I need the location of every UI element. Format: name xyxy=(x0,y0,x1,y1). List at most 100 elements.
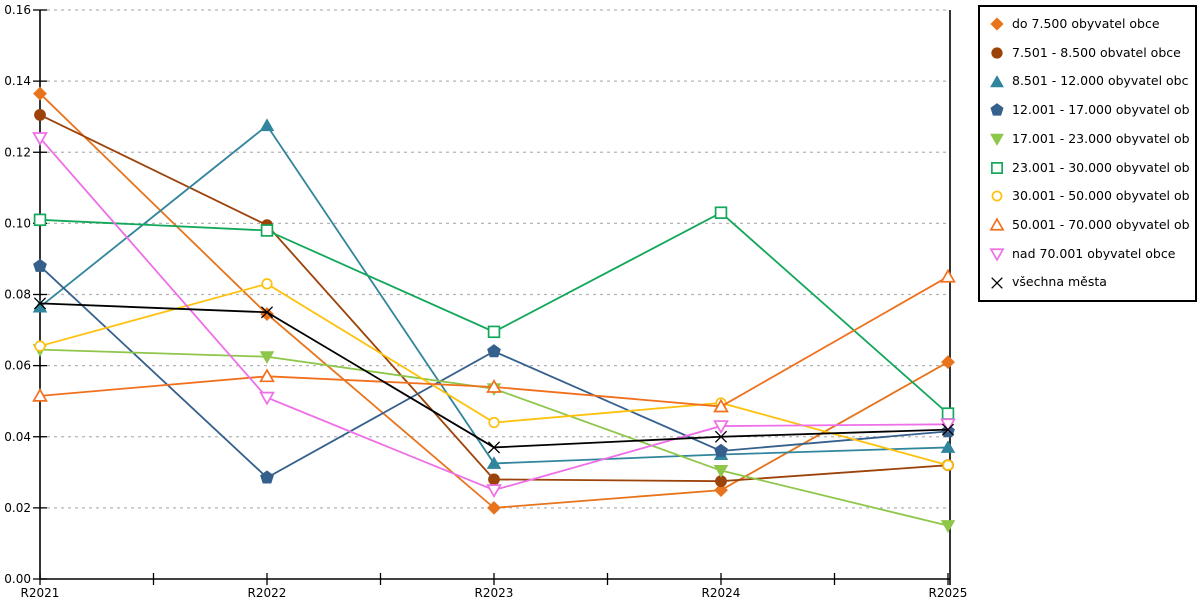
diamond-marker-icon xyxy=(941,355,955,369)
triangle-up-marker-icon xyxy=(989,217,1005,231)
circle-legend-icon xyxy=(991,47,1003,59)
triangle-up-marker-icon xyxy=(940,440,956,453)
diamond-legend-icon xyxy=(990,17,1004,31)
series-line xyxy=(39,265,949,479)
triangle-up-marker-icon xyxy=(486,456,502,469)
legend-item[interactable]: 50.001 - 70.000 obyvatel obc... xyxy=(989,211,1189,240)
x-marker-icon xyxy=(991,276,1003,289)
triangle-down-marker-icon xyxy=(713,465,729,478)
legend-item-label: 30.001 - 50.000 obyvatel obc... xyxy=(1012,190,1189,203)
series-line xyxy=(39,92,949,509)
diamond-marker-icon xyxy=(714,483,728,498)
square-marker-icon xyxy=(941,407,955,420)
pentagon-marker-icon xyxy=(714,443,728,457)
x-marker-icon xyxy=(260,306,274,319)
legend-item[interactable]: do 7.500 obyvatel obce xyxy=(989,10,1189,39)
y-axis-label: 0.08 xyxy=(4,288,31,302)
series-6 xyxy=(34,278,954,471)
legend-item[interactable]: všechna města xyxy=(989,268,1189,297)
x-axis-label: R2022 xyxy=(248,586,287,600)
legend-item-label: 7.501 - 8.500 obvatel obce xyxy=(1012,46,1181,60)
series-7 xyxy=(32,268,956,413)
legend-item[interactable]: nad 70.001 obyvatel obce xyxy=(989,240,1189,269)
circle-marker-icon xyxy=(488,416,500,429)
series-1 xyxy=(34,109,954,488)
series-line xyxy=(39,348,949,527)
triangle-up-marker-icon xyxy=(990,74,1004,87)
triangle-up-marker-icon xyxy=(32,387,48,402)
circle-marker-icon xyxy=(34,340,46,352)
y-axis-label: 0.06 xyxy=(4,359,31,373)
series-0 xyxy=(33,86,955,515)
legend-item-label: nad 70.001 obyvatel obce xyxy=(1012,247,1176,261)
legend-item-label: do 7.500 obyvatel obce xyxy=(1012,18,1160,31)
triangle-up-legend-icon xyxy=(989,217,1005,231)
square-marker-icon xyxy=(487,325,501,339)
triangle-up-marker-icon xyxy=(486,379,502,393)
y-axis-label: 0.02 xyxy=(4,501,31,515)
legend-item[interactable]: 17.001 - 23.000 obyvatel obc... xyxy=(989,125,1189,154)
legend-item-label: 23.001 - 30.000 obyvatel obc... xyxy=(1012,161,1189,175)
legend-item[interactable]: 7.501 - 8.500 obvatel obce xyxy=(989,39,1189,68)
legend-item[interactable]: 8.501 - 12.000 obyvatel obce xyxy=(989,67,1189,96)
series-8 xyxy=(32,132,956,499)
legend-item[interactable]: 23.001 - 30.000 obyvatel obc... xyxy=(989,153,1189,182)
pentagon-marker-icon xyxy=(260,470,274,484)
y-axis-label: 0.00 xyxy=(4,572,31,586)
triangle-down-legend-icon xyxy=(990,133,1004,146)
legend: do 7.500 obyvatel obce 7.501 - 8.500 obva… xyxy=(978,5,1197,302)
square-marker-icon xyxy=(714,206,728,219)
x-axis-label: R2024 xyxy=(702,586,741,600)
triangle-up-legend-icon xyxy=(990,74,1004,87)
x-axis-label: R2025 xyxy=(929,586,968,600)
legend-item-label: 17.001 - 23.000 obyvatel obc... xyxy=(1012,132,1189,146)
legend-item-label: všechna města xyxy=(1012,276,1107,289)
circle-marker-icon xyxy=(34,109,46,121)
triangle-down-marker-icon xyxy=(990,133,1004,146)
pentagon-marker-icon xyxy=(33,258,47,272)
circle-marker-icon xyxy=(991,191,1003,202)
square-marker-icon xyxy=(991,161,1003,174)
series-3 xyxy=(33,258,955,484)
x-marker-icon xyxy=(487,441,501,454)
pentagon-marker-icon xyxy=(990,103,1004,116)
triangle-down-marker-icon xyxy=(940,520,956,533)
circle-marker-icon xyxy=(261,278,273,290)
y-axis-label: 0.14 xyxy=(4,74,31,88)
series-9 xyxy=(33,297,955,454)
triangle-up-marker-icon xyxy=(259,118,275,132)
circle-marker-icon xyxy=(991,47,1003,59)
y-axis-label: 0.10 xyxy=(4,216,31,230)
legend-item-label: 8.501 - 12.000 obyvatel obce xyxy=(1012,75,1189,88)
triangle-down-marker-icon xyxy=(989,248,1005,262)
x-axis-label: R2023 xyxy=(475,586,514,600)
circle-marker-icon xyxy=(942,459,954,471)
triangle-down-marker-icon xyxy=(259,391,275,406)
legend-item[interactable]: 12.001 - 17.000 obyvatel obc... xyxy=(989,96,1189,125)
triangle-up-marker-icon xyxy=(940,268,956,283)
diamond-marker-icon xyxy=(990,17,1004,31)
triangle-down-marker-icon xyxy=(940,418,956,433)
legend-item-label: 12.001 - 17.000 obyvatel obc... xyxy=(1012,104,1189,117)
diamond-marker-icon xyxy=(33,86,47,101)
circle-marker-icon xyxy=(488,473,500,486)
pentagon-marker-icon xyxy=(487,344,501,358)
pentagon-legend-icon xyxy=(990,103,1004,116)
legend-item-label: 50.001 - 70.000 obyvatel obc... xyxy=(1012,218,1189,232)
square-marker-icon xyxy=(260,224,274,237)
triangle-up-marker-icon xyxy=(713,398,729,413)
triangle-down-marker-icon xyxy=(259,351,275,364)
y-axis-label: 0.12 xyxy=(4,145,31,159)
x-marker-icon xyxy=(33,297,47,310)
triangle-down-legend-icon xyxy=(989,248,1005,262)
legend-item[interactable]: 30.001 - 50.000 obyvatel obc... xyxy=(989,182,1189,211)
triangle-down-marker-icon xyxy=(713,420,729,434)
y-axis-label: 0.16 xyxy=(4,3,31,17)
x-legend-icon xyxy=(991,276,1003,289)
circle-legend-icon xyxy=(991,191,1003,202)
x-marker-icon xyxy=(941,423,955,436)
series-5 xyxy=(33,206,955,420)
x-marker-icon xyxy=(714,430,728,443)
